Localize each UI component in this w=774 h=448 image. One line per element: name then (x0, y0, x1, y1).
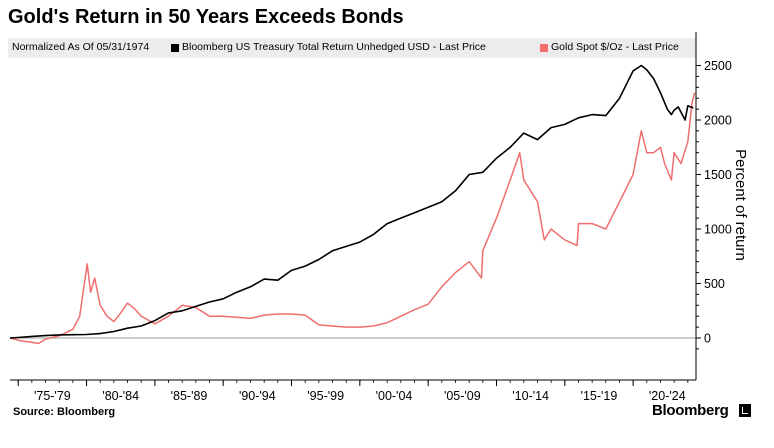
x-tick-label: '00-'04 (376, 389, 413, 403)
y-axis-label: Percent of return (732, 149, 749, 261)
chart-title: Gold's Return in 50 Years Exceeds Bonds (8, 6, 404, 28)
x-tick-label: '75-'79 (34, 389, 71, 403)
bloomberg-terminal-icon (739, 404, 751, 417)
plot-area (9, 64, 696, 345)
source-note: Source: Bloomberg (13, 406, 116, 418)
legend-label-gold: Gold Spot $/Oz - Last Price (551, 41, 679, 53)
series-line-gold (9, 92, 696, 345)
y-axis: 0 500 1000 1500 2000 2500 (695, 32, 732, 380)
x-tick-label: '85-'89 (171, 389, 208, 403)
y-tick-label: 2000 (704, 114, 732, 128)
x-tick-label: '05-'09 (444, 389, 481, 403)
legend-label-treasury: Bloomberg US Treasury Total Return Unhed… (182, 41, 486, 53)
y-tick-label: 500 (704, 277, 725, 291)
x-tick-label: '20-'24 (649, 389, 686, 403)
x-tick-label: '80-'84 (102, 389, 139, 403)
x-axis: '75-'79 '80-'84 '85-'89 '90-'94 '95-'99 '00-'… (10, 379, 696, 403)
legend-swatch-treasury (171, 44, 179, 52)
series-line-treasury (9, 64, 694, 339)
legend-bar: Normalized As Of 05/31/1974 Bloomberg US… (8, 38, 696, 58)
x-tick-label: '90-'94 (239, 389, 276, 403)
brand-logo: Bloomberg (652, 402, 729, 419)
chart-subtitle: Normalized As Of 05/31/1974 (12, 41, 150, 53)
y-tick-label: 0 (704, 332, 711, 346)
y-tick-label: 1000 (704, 223, 732, 237)
y-tick-label: 1500 (704, 168, 732, 182)
x-tick-label: '10-'14 (512, 389, 549, 403)
y-tick-label: 2500 (704, 59, 732, 73)
x-tick-label: '95-'99 (307, 389, 344, 403)
legend-swatch-gold (540, 44, 548, 52)
x-tick-label: '15-'19 (581, 389, 618, 403)
